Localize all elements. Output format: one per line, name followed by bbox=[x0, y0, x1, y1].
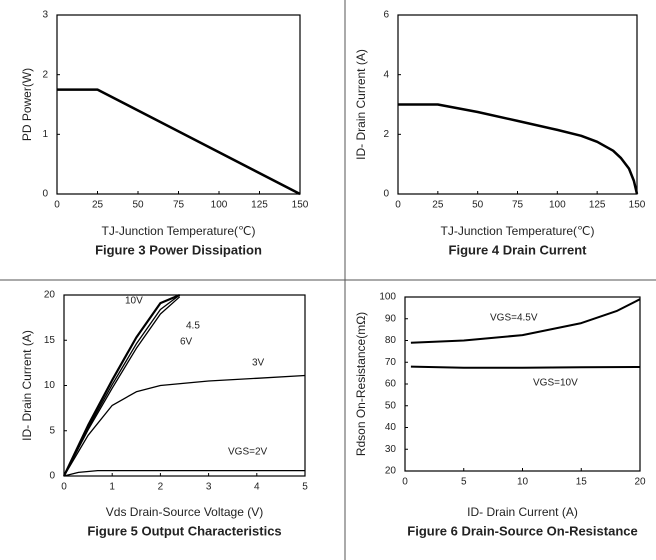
y-axis-title: ID- Drain Current (A) bbox=[354, 49, 368, 160]
y-tick-label: 1 bbox=[42, 129, 48, 140]
series-label: 10V bbox=[125, 296, 143, 307]
series-line bbox=[57, 88, 301, 196]
x-tick-label: 15 bbox=[576, 477, 588, 488]
x-tick-label: 25 bbox=[92, 200, 104, 211]
series-line bbox=[410, 365, 641, 369]
plot-frame bbox=[63, 294, 306, 477]
x-tick-label: 5 bbox=[461, 477, 467, 488]
series-line bbox=[63, 374, 306, 477]
y-tick-label: 5 bbox=[49, 425, 55, 436]
y-axis-title: Rdson On-Resistance(mΩ) bbox=[354, 312, 368, 456]
y-tick-label: 20 bbox=[385, 466, 397, 477]
x-tick-label: 0 bbox=[402, 477, 408, 488]
y-tick-label: 4 bbox=[383, 69, 389, 80]
y-tick-label: 10 bbox=[44, 380, 56, 391]
x-tick-label: 1 bbox=[109, 482, 115, 493]
y-tick-label: 0 bbox=[42, 189, 48, 200]
series-label: VGS=10V bbox=[533, 378, 578, 389]
y-tick-label: 3 bbox=[42, 10, 48, 21]
x-axis-title: Vds Drain-Source Voltage (V) bbox=[106, 505, 263, 519]
x-axis-title: TJ-Junction Temperature(℃) bbox=[102, 224, 256, 238]
series-line bbox=[63, 294, 181, 477]
x-axis-title: TJ-Junction Temperature(℃) bbox=[441, 224, 595, 238]
y-tick-label: 100 bbox=[379, 292, 396, 303]
x-tick-label: 4 bbox=[254, 482, 260, 493]
y-tick-label: 80 bbox=[385, 335, 397, 346]
x-tick-label: 0 bbox=[61, 482, 67, 493]
series-label: 4.5 bbox=[186, 321, 200, 332]
x-tick-label: 125 bbox=[251, 200, 268, 211]
plot-frame bbox=[56, 14, 301, 195]
caption: Figure 5 Output Characteristics bbox=[87, 523, 281, 538]
x-tick-label: 25 bbox=[432, 200, 444, 211]
x-tick-label: 100 bbox=[549, 200, 566, 211]
y-axis-title: PD Power(W) bbox=[20, 68, 34, 141]
x-tick-label: 125 bbox=[589, 200, 606, 211]
x-tick-label: 150 bbox=[292, 200, 309, 211]
x-tick-label: 75 bbox=[512, 200, 524, 211]
x-axis-title: ID- Drain Current (A) bbox=[467, 505, 578, 519]
y-tick-label: 2 bbox=[383, 129, 389, 140]
x-tick-label: 20 bbox=[634, 477, 646, 488]
x-tick-label: 10 bbox=[517, 477, 529, 488]
x-tick-label: 150 bbox=[629, 200, 646, 211]
x-tick-label: 50 bbox=[472, 200, 484, 211]
y-tick-label: 6 bbox=[383, 10, 389, 21]
y-tick-label: 0 bbox=[383, 189, 389, 200]
series-label: 6V bbox=[180, 337, 193, 348]
caption: Figure 4 Drain Current bbox=[449, 242, 588, 257]
series-label: VGS=4.5V bbox=[490, 313, 538, 324]
y-tick-label: 40 bbox=[385, 422, 397, 433]
y-tick-label: 90 bbox=[385, 313, 397, 324]
x-tick-label: 5 bbox=[302, 482, 308, 493]
x-tick-label: 50 bbox=[132, 200, 144, 211]
y-axis-title: ID- Drain Current (A) bbox=[20, 330, 34, 441]
series-line bbox=[63, 469, 305, 477]
series-line bbox=[410, 298, 641, 344]
series-label: 3V bbox=[252, 358, 265, 369]
y-tick-label: 15 bbox=[44, 335, 56, 346]
x-tick-label: 0 bbox=[54, 200, 60, 211]
y-tick-label: 70 bbox=[385, 357, 397, 368]
y-tick-label: 60 bbox=[385, 379, 397, 390]
series-label: VGS=2V bbox=[228, 447, 268, 458]
series-line bbox=[63, 293, 181, 477]
x-tick-label: 3 bbox=[206, 482, 212, 493]
x-tick-label: 2 bbox=[158, 482, 164, 493]
series-line bbox=[63, 296, 181, 477]
y-tick-label: 30 bbox=[385, 444, 397, 455]
series-line bbox=[398, 103, 639, 195]
x-tick-label: 0 bbox=[395, 200, 401, 211]
y-tick-label: 20 bbox=[44, 290, 56, 301]
y-tick-label: 0 bbox=[49, 471, 55, 482]
y-tick-label: 2 bbox=[42, 69, 48, 80]
x-tick-label: 100 bbox=[211, 200, 228, 211]
caption: Figure 3 Power Dissipation bbox=[95, 242, 262, 257]
x-tick-label: 75 bbox=[173, 200, 185, 211]
caption: Figure 6 Drain-Source On-Resistance bbox=[407, 523, 637, 538]
y-tick-label: 50 bbox=[385, 400, 397, 411]
